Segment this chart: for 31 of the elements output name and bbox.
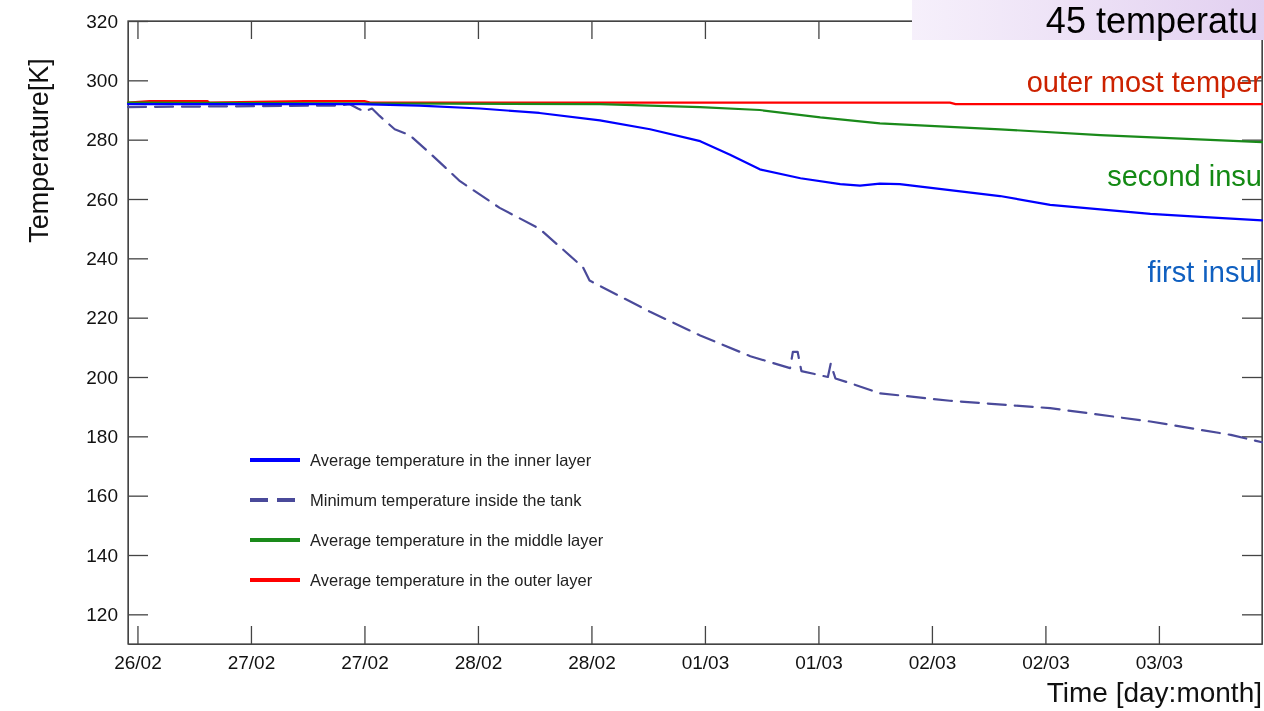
y-tick-label: 320 <box>86 10 118 32</box>
x-tick-label: 01/03 <box>681 652 730 674</box>
x-axis-title: Time [day:month] <box>1046 677 1262 708</box>
annotation: outer most temper <box>1026 66 1263 98</box>
legend-label: Average temperature in the inner layer <box>310 451 592 469</box>
y-axis-title: Temperature[K] <box>24 58 54 243</box>
y-tick-label: 120 <box>86 603 118 625</box>
x-tick-label: 02/03 <box>1022 652 1070 674</box>
x-tick-label: 02/03 <box>908 652 957 674</box>
x-tick-label: 28/02 <box>454 652 503 674</box>
x-tick-label: 27/02 <box>341 652 389 674</box>
x-tick-label: 03/03 <box>1135 652 1184 674</box>
x-tick-label: 26/02 <box>114 652 162 674</box>
annotation: first insul <box>1147 256 1262 288</box>
y-tick-label: 260 <box>86 188 118 210</box>
y-tick-label: 300 <box>86 69 118 91</box>
y-tick-label: 220 <box>86 307 118 329</box>
y-tick-label: 160 <box>86 485 118 507</box>
annotation: second insu <box>1107 160 1262 192</box>
x-tick-label: 27/02 <box>227 652 276 674</box>
legend-label: Average temperature in the middle layer <box>310 531 604 549</box>
y-tick-label: 180 <box>86 425 118 447</box>
y-tick-label: 240 <box>86 247 118 269</box>
y-tick-label: 280 <box>86 129 118 151</box>
y-tick-label: 200 <box>86 366 118 388</box>
legend-label: Minimum temperature inside the tank <box>310 491 583 509</box>
chart-title: 45 temperatu <box>1045 0 1258 41</box>
x-tick-label: 28/02 <box>568 652 616 674</box>
legend-label: Average temperature in the outer layer <box>310 571 593 589</box>
x-tick-label: 01/03 <box>795 652 843 674</box>
y-tick-label: 140 <box>86 544 118 566</box>
